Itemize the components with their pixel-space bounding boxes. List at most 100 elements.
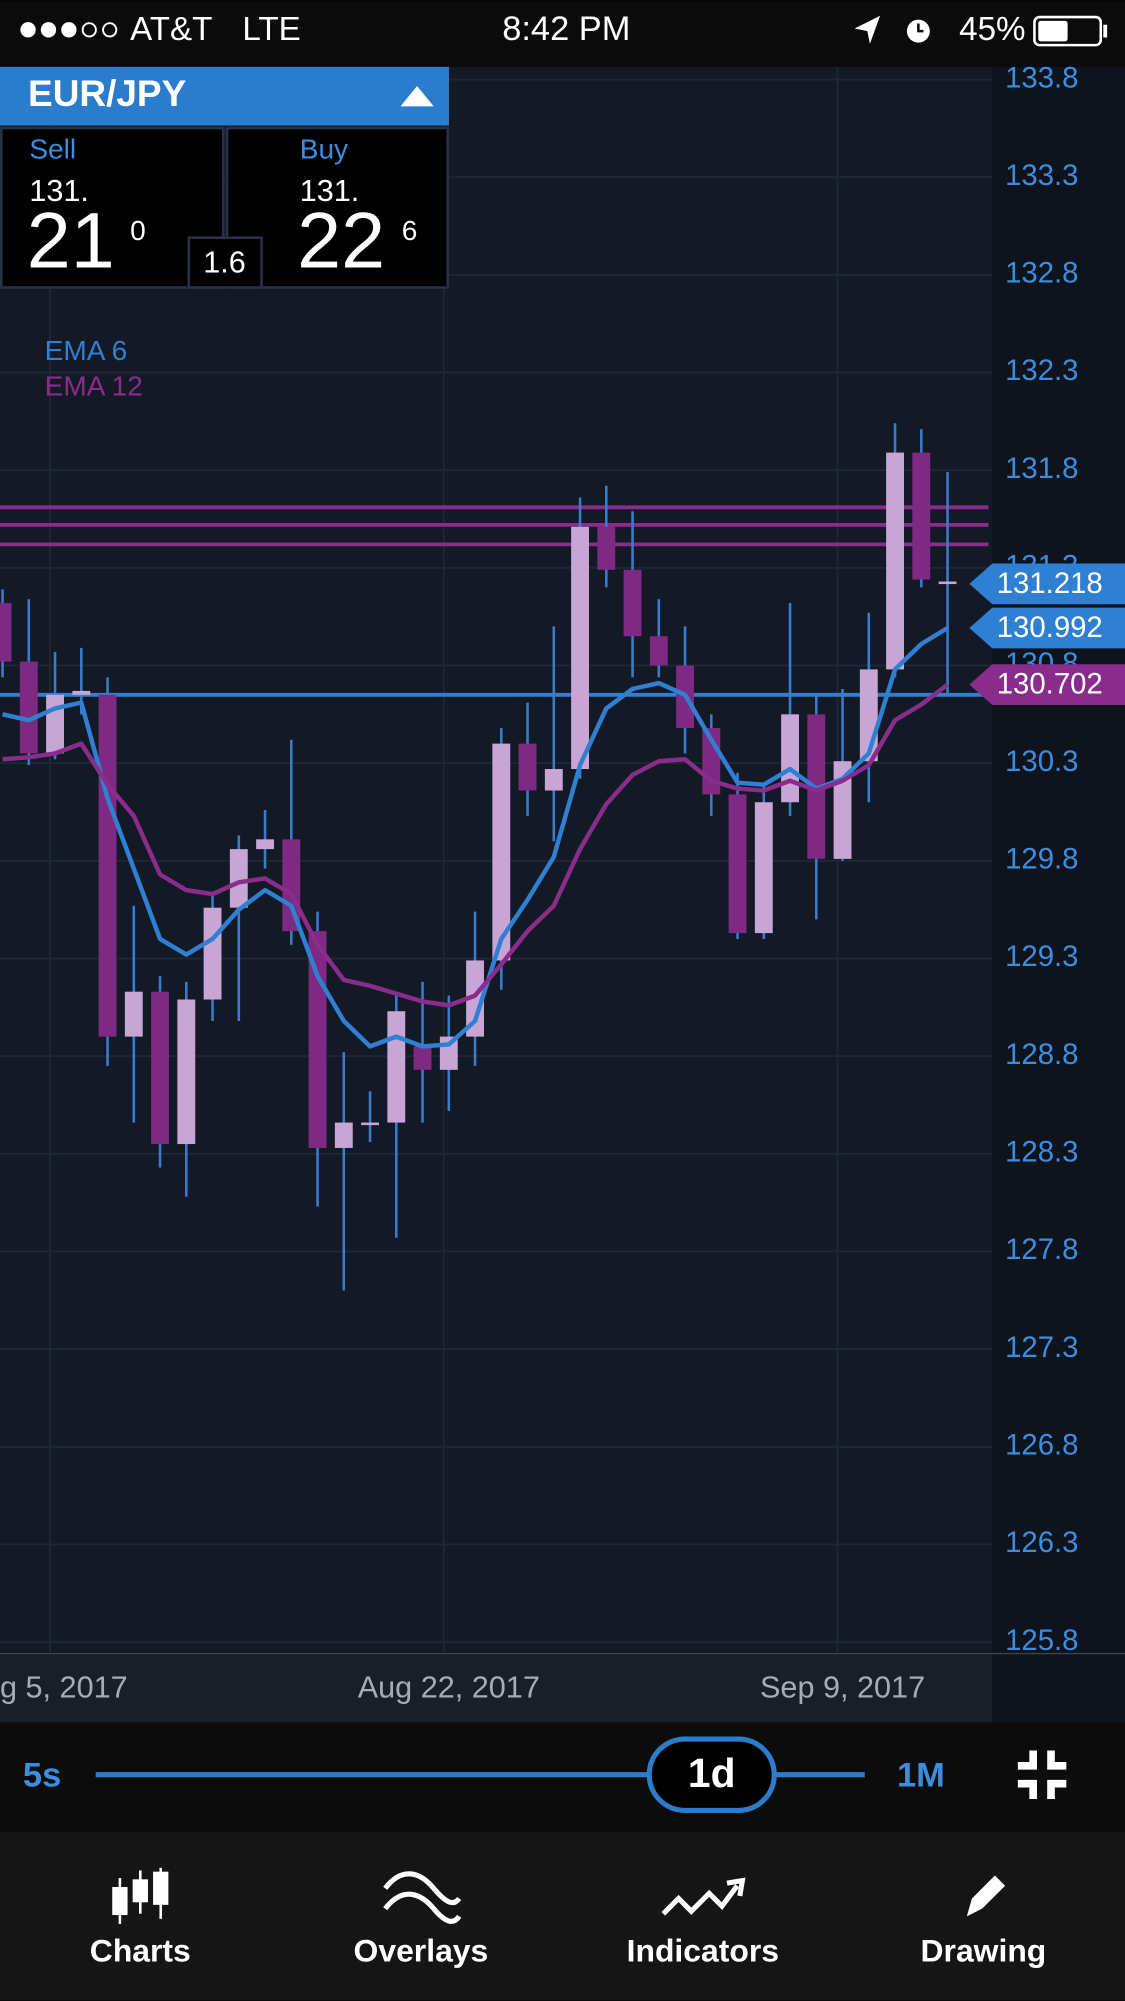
- candle-body: [151, 991, 169, 1145]
- x-axis-area: [0, 1652, 993, 1723]
- tab-label[interactable]: Drawing: [921, 1933, 1047, 1969]
- timeframe-current: 1d: [688, 1750, 736, 1796]
- y-tick-label: 125.8: [1005, 1624, 1078, 1657]
- buy-fraction: 6: [402, 215, 418, 246]
- charts-icon[interactable]: [112, 1867, 169, 1924]
- y-tick-label: 128.8: [1005, 1038, 1078, 1071]
- candle-body: [754, 802, 773, 934]
- y-tick-label: 128.3: [1005, 1136, 1078, 1169]
- candle-body: [72, 690, 91, 695]
- y-tick-label: 130.3: [1005, 745, 1078, 778]
- candle-body: [256, 839, 274, 850]
- sell-box[interactable]: [0, 126, 225, 289]
- location-icon: [854, 15, 881, 44]
- status-bar: [0, 0, 1125, 67]
- price-tag: [969, 563, 1125, 605]
- x-tick-label: g 5, 2017: [0, 1670, 128, 1704]
- candle-body: [361, 1122, 379, 1126]
- candle-body: [413, 1046, 432, 1070]
- candle-body: [387, 1011, 406, 1123]
- x-tick-label: Aug 22, 2017: [358, 1670, 540, 1704]
- y-axis-area: [992, 66, 1125, 1653]
- y-tick-label: 127.3: [1005, 1331, 1078, 1364]
- y-tick-label: 126.8: [1005, 1429, 1078, 1462]
- price-tag-label: 131.218: [997, 567, 1103, 600]
- y-tick-label: 132.8: [1005, 257, 1078, 290]
- candle-body: [886, 452, 904, 670]
- y-tick-label: 127.8: [1005, 1233, 1078, 1266]
- signal: [20, 22, 118, 38]
- ema-line: [2, 626, 949, 1049]
- sell-pips: 21: [27, 196, 115, 285]
- indicators-icon[interactable]: [661, 1877, 746, 1916]
- spread-box: [187, 236, 263, 289]
- carrier: AT&T: [130, 11, 212, 48]
- symbol: EUR/JPY: [28, 73, 187, 114]
- candle-body: [334, 1122, 353, 1148]
- candle-body: [544, 769, 563, 791]
- candle-body: [571, 526, 589, 770]
- candle-body: [19, 661, 38, 754]
- buy-big-figure: 131.: [300, 174, 360, 208]
- y-tick-label: 129.8: [1005, 843, 1078, 876]
- timeframe-min[interactable]: 5s: [23, 1756, 61, 1794]
- plot: [0, 66, 993, 1653]
- sell-label: Sell: [29, 133, 76, 164]
- network: LTE: [242, 11, 300, 48]
- candle-body: [938, 581, 957, 585]
- candle-body: [0, 602, 12, 662]
- sell-fraction: 0: [130, 215, 146, 246]
- candle-body: [46, 694, 64, 754]
- collapse-arrow[interactable]: [400, 85, 434, 107]
- tab-bar: [0, 1832, 1125, 2001]
- candle-body: [649, 636, 668, 666]
- buy-pips: 22: [297, 196, 385, 285]
- y-tick-label: 126.3: [1005, 1526, 1078, 1559]
- candle-body: [492, 743, 511, 961]
- tab-label[interactable]: Indicators: [627, 1933, 779, 1969]
- candle-body: [98, 694, 117, 1037]
- battery-percent: 45%: [959, 11, 1025, 48]
- y-tick-label: 132.3: [1005, 354, 1078, 387]
- battery-icon: [1033, 15, 1108, 47]
- candle-body: [282, 839, 301, 932]
- timeframe-max[interactable]: 1M: [897, 1756, 945, 1794]
- price-tag: [969, 664, 1125, 706]
- candle-body: [623, 569, 642, 637]
- ema-line: [2, 682, 949, 1008]
- y-tick-label: 133.3: [1005, 159, 1078, 192]
- candle-body: [728, 794, 747, 934]
- candle-body: [833, 761, 852, 859]
- y-tick-label: 131.8: [1005, 452, 1078, 485]
- tab-label[interactable]: Charts: [90, 1933, 191, 1969]
- ticker-header[interactable]: [0, 66, 449, 126]
- candle-body: [781, 714, 799, 803]
- tab-label[interactable]: Overlays: [354, 1933, 489, 1969]
- collapse-icon[interactable]: [1017, 1750, 1067, 1799]
- candle-body: [229, 849, 248, 908]
- legend-entry: EMA 6: [45, 335, 128, 366]
- y-tick-label: 133.8: [1005, 61, 1078, 94]
- legend-entry: EMA 12: [45, 371, 143, 402]
- candle-body: [466, 960, 484, 1037]
- candle-body: [203, 907, 222, 1000]
- candle-body: [124, 991, 143, 1037]
- drawing-icon[interactable]: [966, 1875, 1006, 1917]
- y-tick-label: 129.3: [1005, 940, 1078, 973]
- candle-body: [912, 452, 931, 580]
- buy-label: Buy: [300, 133, 348, 164]
- clock: 8:42 PM: [502, 10, 630, 48]
- price-tag-label: 130.992: [997, 611, 1103, 644]
- buy-box[interactable]: [225, 126, 449, 289]
- candle-body: [597, 526, 616, 570]
- timeframe-handle[interactable]: [646, 1736, 777, 1813]
- candle-body: [177, 999, 196, 1145]
- sell-big-figure: 131.: [29, 174, 89, 208]
- price-tag-label: 130.702: [997, 668, 1103, 701]
- overlays-icon[interactable]: [383, 1871, 462, 1924]
- spread: 1.6: [203, 246, 246, 280]
- axis-corner: [992, 1652, 1125, 1723]
- price-tag: [969, 607, 1125, 649]
